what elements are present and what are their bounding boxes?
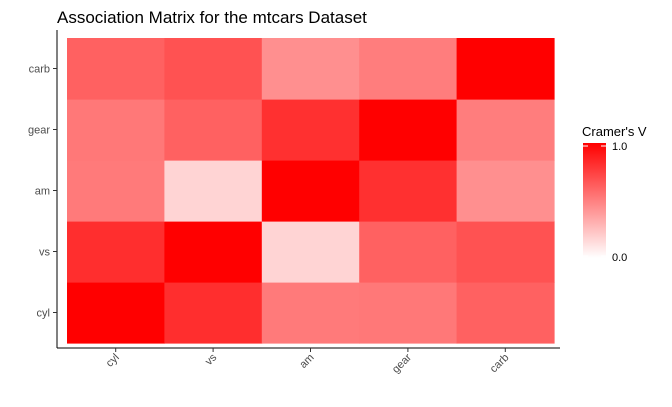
heatmap-cells: [67, 38, 555, 344]
legend-colorbar: [583, 143, 606, 258]
axes: [56, 30, 560, 349]
heatmap-cell-gear-am: [261, 99, 360, 161]
heatmap-cell-cyl-carb: [456, 282, 555, 344]
x-ticks: cyl vs am gear carb: [104, 348, 512, 376]
x-tick-label-gear: gear: [390, 351, 414, 375]
heatmap-cell-am-gear: [359, 160, 458, 222]
heatmap-cell-vs-vs: [164, 221, 263, 283]
y-ticks: cyl vs am gear carb: [28, 64, 57, 320]
x-tick-label-cyl: cyl: [104, 352, 122, 370]
heatmap-cell-carb-gear: [359, 38, 458, 100]
x-tick-label-vs: vs: [203, 351, 220, 368]
heatmap-cell-carb-cyl: [67, 38, 165, 100]
heatmap-cell-cyl-vs: [164, 282, 263, 344]
color-legend: Cramer's V 1.0 0.0: [582, 124, 647, 264]
chart-title: Association Matrix for the mtcars Datase…: [57, 8, 367, 27]
heatmap-cell-gear-vs: [164, 99, 263, 161]
heatmap-cell-gear-carb: [456, 99, 555, 161]
heatmap-cell-vs-carb: [456, 221, 555, 283]
heatmap-cell-gear-gear: [359, 99, 458, 161]
x-tick-label-am: am: [297, 352, 316, 371]
heatmap-cell-carb-vs: [164, 38, 263, 100]
heatmap-cell-vs-gear: [359, 221, 458, 283]
heatmap-cell-gear-cyl: [67, 99, 165, 161]
y-tick-label-gear: gear: [28, 125, 50, 137]
heatmap-cell-vs-am: [261, 221, 360, 283]
heatmap-cell-vs-cyl: [67, 221, 165, 283]
heatmap-cell-am-vs: [164, 160, 263, 222]
y-tick-label-cyl: cyl: [37, 308, 50, 320]
heatmap-cell-am-carb: [456, 160, 555, 222]
heatmap-cell-am-am: [261, 160, 360, 222]
heatmap-cell-carb-am: [261, 38, 360, 100]
x-tick-label-carb: carb: [488, 352, 512, 376]
heatmap-cell-cyl-cyl: [67, 282, 165, 344]
y-tick-label-carb: carb: [29, 64, 50, 76]
legend-label-low: 0.0: [612, 252, 627, 264]
heatmap-cell-cyl-am: [261, 282, 360, 344]
heatmap-cell-am-cyl: [67, 160, 165, 222]
y-tick-label-am: am: [35, 186, 50, 198]
heatmap-cell-cyl-gear: [359, 282, 458, 344]
legend-title: Cramer's V: [582, 124, 647, 139]
heatmap-cell-carb-carb: [456, 38, 555, 100]
legend-label-high: 1.0: [612, 141, 627, 153]
y-tick-label-vs: vs: [39, 247, 51, 259]
